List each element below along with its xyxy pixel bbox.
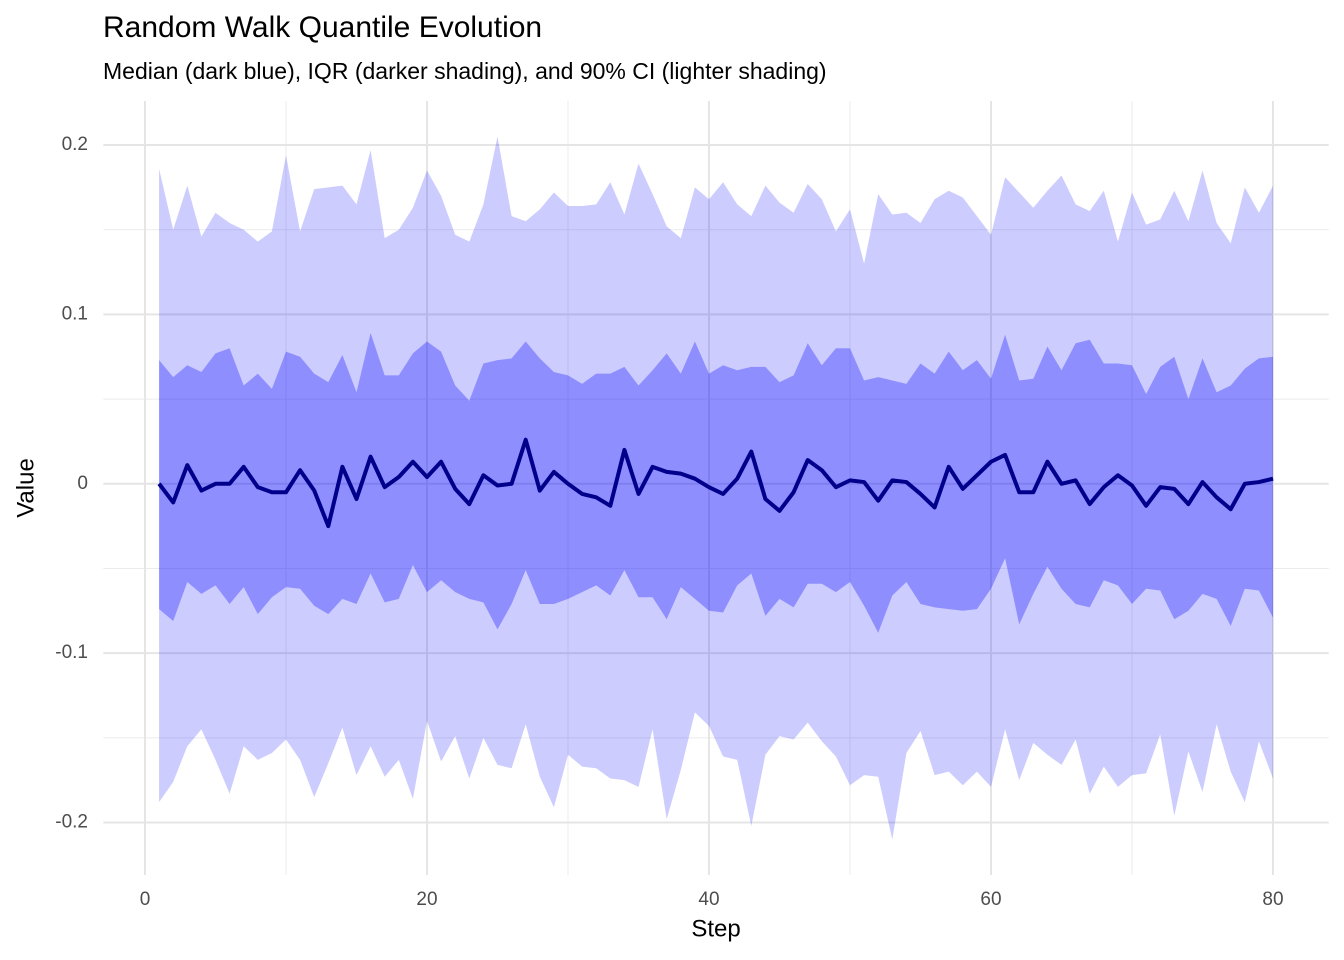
x-tick-label: 80 (1262, 889, 1283, 910)
quantile-band (159, 136, 1274, 840)
chart-subtitle: Median (dark blue), IQR (darker shading)… (103, 58, 827, 84)
x-tick-label: 40 (698, 889, 719, 910)
y-tick-label: 0.2 (62, 134, 88, 155)
x-axis-label: Step (691, 915, 740, 942)
y-tick-label: 0.1 (62, 303, 88, 324)
y-tick-label: -0.2 (55, 812, 88, 833)
x-tick-label: 0 (140, 889, 151, 910)
median-line (157, 437, 1274, 529)
y-tick-label: -0.1 (55, 642, 88, 663)
x-tick-label: 60 (980, 889, 1001, 910)
y-tick-label: 0 (77, 473, 88, 494)
x-tick-label: 20 (416, 889, 437, 910)
y-axis-label: Value (12, 458, 39, 518)
chart-title: Random Walk Quantile Evolution (103, 11, 542, 44)
quantile-band (159, 333, 1274, 633)
